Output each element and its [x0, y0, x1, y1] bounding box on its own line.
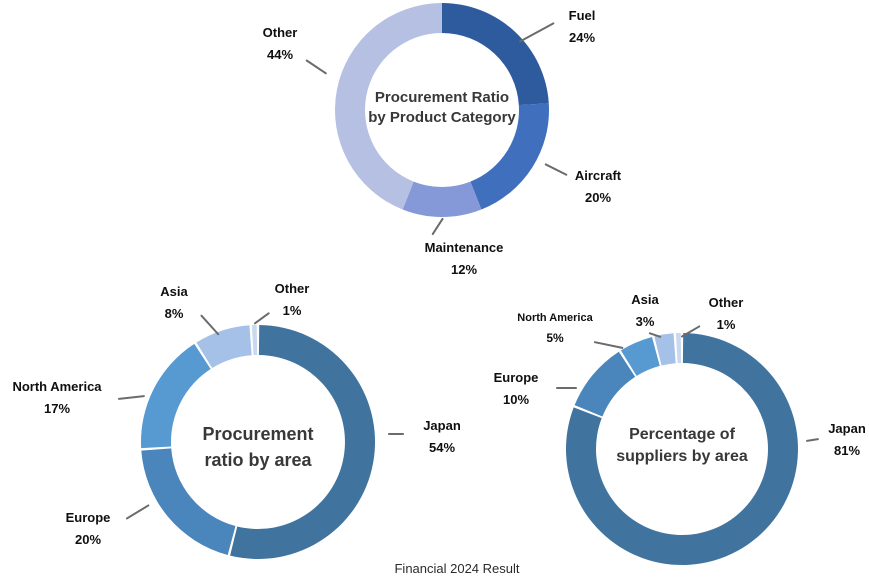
leader-line-other — [305, 59, 328, 75]
donut-suppliers-by-area — [565, 333, 798, 566]
figure-caption: Financial 2024 Result — [394, 561, 520, 576]
segment-value: 3% — [635, 314, 655, 329]
segment-value: 44% — [266, 47, 294, 62]
donut-procurement-by-area — [141, 325, 376, 560]
segment-value: 10% — [502, 392, 530, 407]
chart-title-line: suppliers by area — [616, 448, 748, 465]
segment-name: Other — [708, 295, 744, 310]
leader-line-maintenance — [431, 217, 444, 236]
donut-segment-other — [251, 325, 258, 356]
chart-title-line: Procurement — [202, 424, 314, 444]
segment-name: Asia — [160, 284, 188, 299]
segment-label-asia: Asia 8% — [139, 284, 209, 321]
donut-segment-japan — [230, 325, 376, 560]
segment-value: 12% — [450, 262, 478, 277]
segment-value: 20% — [584, 190, 612, 205]
segment-label-asia: Asia 3% — [610, 292, 680, 329]
segment-name: Other — [274, 281, 310, 296]
segment-label-other: Other 1% — [691, 295, 761, 332]
segment-value: 81% — [833, 443, 861, 458]
segment-value: 5% — [546, 331, 564, 345]
donut-segment-maintenance — [402, 181, 482, 218]
segment-name: Europe — [493, 370, 539, 385]
segment-value: 17% — [43, 401, 71, 416]
segment-label-other: Other 44% — [244, 25, 316, 62]
segment-name: Other — [262, 25, 298, 40]
chart-title-line: Percentage of — [629, 426, 735, 443]
segment-label-europe: Europe 20% — [53, 510, 123, 547]
donut-product-category — [334, 2, 550, 218]
segment-value: 1% — [716, 317, 736, 332]
segment-name: Maintenance — [424, 240, 504, 255]
segment-label-japan: Japan 54% — [406, 418, 478, 455]
leader-line-europe — [556, 387, 577, 389]
segment-label-aircraft: Aircraft 20% — [562, 168, 634, 205]
segment-name: North America — [517, 312, 593, 324]
segment-name: Fuel — [568, 8, 596, 23]
donut-segment-aircraft — [470, 103, 550, 210]
segment-name: Aircraft — [574, 168, 622, 183]
donut-segment-other — [675, 333, 682, 364]
chart-title-product-category: Procurement Ratio by Product Category — [342, 88, 542, 128]
segment-label-japan: Japan 81% — [812, 421, 869, 458]
donut-segment-fuel — [442, 3, 549, 106]
donut-segment-europe — [141, 448, 236, 556]
chart-title-line: by Product Category — [368, 109, 516, 126]
chart-title-line: Procurement Ratio — [374, 89, 510, 106]
chart-title-line: ratio by area — [204, 450, 312, 470]
segment-value: 54% — [428, 440, 456, 455]
segment-name: North America — [12, 379, 102, 394]
segment-value: 24% — [568, 30, 596, 45]
segment-label-maintenance: Maintenance 12% — [414, 240, 514, 277]
chart-title-procurement-by-area: Procurement ratio by area — [156, 421, 360, 473]
segment-label-north-america: North America 5% — [505, 311, 605, 346]
segment-name: Asia — [631, 292, 659, 307]
donut-segment-north-america — [141, 343, 211, 449]
segment-value: 8% — [164, 306, 184, 321]
donut-segment-europe — [574, 351, 636, 417]
leader-line-japan — [388, 433, 404, 435]
donut-segment-asia — [196, 325, 252, 369]
segment-name: Japan — [423, 418, 461, 433]
segment-label-europe: Europe 10% — [481, 370, 551, 407]
segment-value: 1% — [282, 303, 302, 318]
donut-segment-north-america — [620, 336, 660, 376]
segment-label-north-america: North America 17% — [0, 379, 114, 416]
chart-title-suppliers-by-area: Percentage of suppliers by area — [582, 424, 782, 468]
segment-label-fuel: Fuel 24% — [546, 8, 618, 45]
segment-value: 20% — [74, 532, 102, 547]
donut-segment-other — [334, 2, 442, 210]
segment-label-other: Other 1% — [257, 281, 327, 318]
donut-segment-asia — [654, 333, 676, 366]
segment-name: Europe — [65, 510, 111, 525]
segment-name: Japan — [828, 421, 866, 436]
